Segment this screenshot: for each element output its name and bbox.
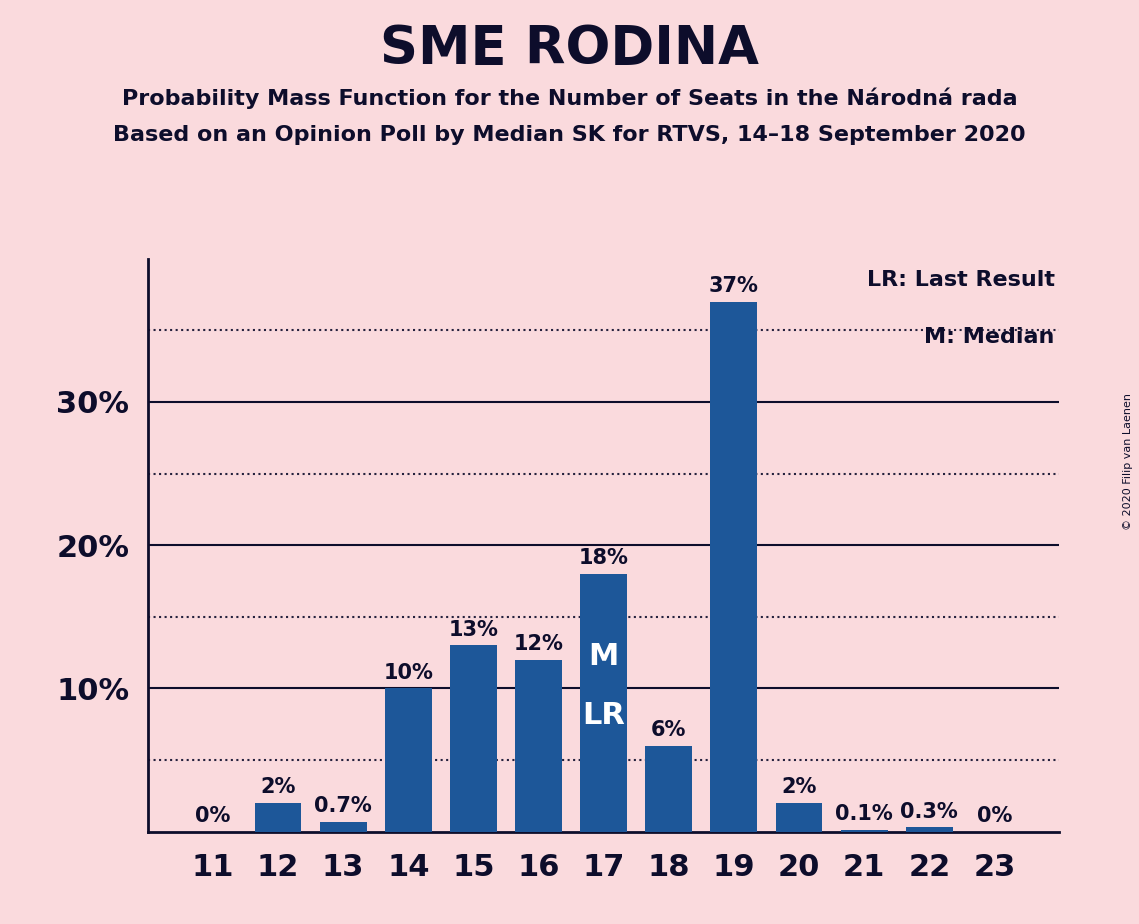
Text: 0%: 0% — [195, 806, 230, 826]
Bar — [450, 645, 497, 832]
Text: 2%: 2% — [261, 777, 296, 797]
Text: © 2020 Filip van Laenen: © 2020 Filip van Laenen — [1123, 394, 1133, 530]
Text: 0.1%: 0.1% — [835, 805, 893, 824]
Text: 18%: 18% — [579, 548, 629, 568]
Text: 0.7%: 0.7% — [314, 796, 372, 816]
Text: Probability Mass Function for the Number of Seats in the Národná rada: Probability Mass Function for the Number… — [122, 88, 1017, 109]
Text: 37%: 37% — [708, 276, 759, 296]
Text: 6%: 6% — [652, 720, 687, 740]
Bar — [646, 746, 693, 832]
Bar — [515, 660, 562, 832]
Text: Based on an Opinion Poll by Median SK for RTVS, 14–18 September 2020: Based on an Opinion Poll by Median SK fo… — [113, 125, 1026, 145]
Bar — [320, 821, 367, 832]
Text: 2%: 2% — [781, 777, 817, 797]
Bar — [841, 830, 887, 832]
Text: 0%: 0% — [977, 806, 1013, 826]
Bar — [385, 688, 432, 832]
Bar — [580, 574, 628, 832]
Bar — [906, 827, 952, 832]
Text: 10%: 10% — [384, 663, 433, 683]
Text: 13%: 13% — [449, 620, 499, 639]
Text: M: Median: M: Median — [925, 327, 1055, 347]
Text: 12%: 12% — [514, 634, 564, 654]
Bar — [255, 803, 302, 832]
Text: SME RODINA: SME RODINA — [380, 23, 759, 75]
Text: M: M — [589, 642, 618, 671]
Bar — [711, 301, 757, 832]
Text: 0.3%: 0.3% — [901, 802, 958, 821]
Text: LR: Last Result: LR: Last Result — [867, 270, 1055, 290]
Bar — [776, 803, 822, 832]
Text: LR: LR — [582, 701, 625, 730]
